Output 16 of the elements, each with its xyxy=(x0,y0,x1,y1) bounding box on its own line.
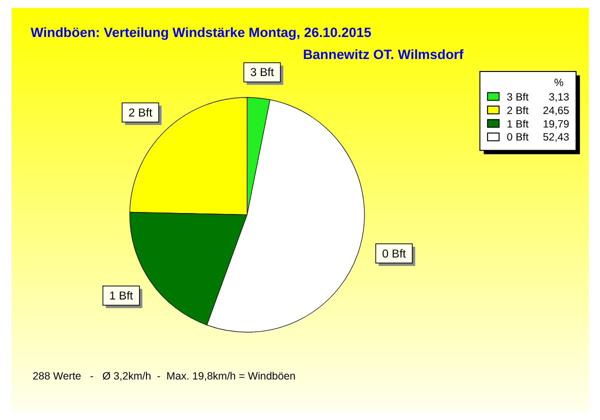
legend-title: % xyxy=(554,76,564,89)
legend-label: 1 Bft xyxy=(506,118,529,130)
slice-label: 3 Bft xyxy=(250,67,275,80)
chart-subtitle: Bannewitz OT. Wilmsdorf xyxy=(302,46,464,62)
legend-label: 2 Bft xyxy=(506,104,529,117)
legend-label: 3 Bft xyxy=(506,91,529,104)
slice-label: 1 Bft xyxy=(109,290,134,302)
data-label: 3,13 xyxy=(548,91,570,104)
slice-label: 2 Bft xyxy=(128,107,154,120)
slice-label: 0 Bft xyxy=(382,248,407,260)
legend-label: 0 Bft xyxy=(506,132,529,144)
text: 288 Werte - Ø 3,2km/h - Max. 19,8km/h = Windböen xyxy=(32,370,296,382)
data-label: 52,43 xyxy=(542,132,570,144)
data-label: 19,79 xyxy=(542,118,570,130)
data-label: 24,65 xyxy=(542,104,570,117)
chart-title: Windböen: Verteilung Windstärke Montag, 26.10.2015 xyxy=(30,24,372,40)
